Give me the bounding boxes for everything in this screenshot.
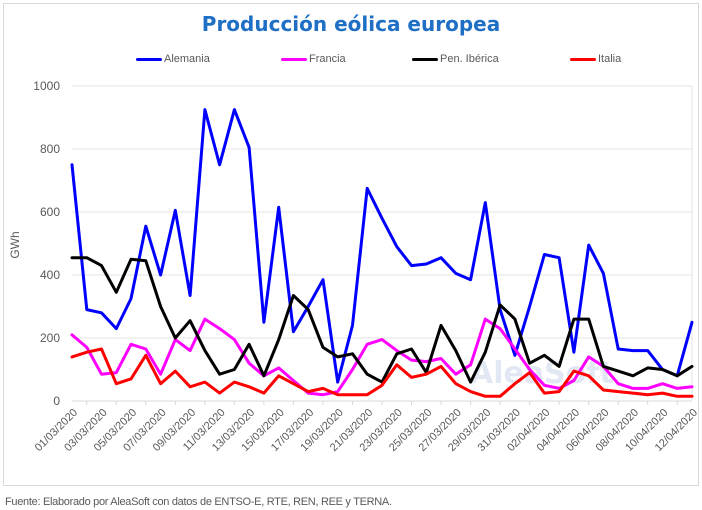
legend-label-francia: Francia bbox=[309, 53, 346, 65]
legend-swatch-alemania bbox=[136, 57, 162, 61]
legend-label-alemania: Alemania bbox=[164, 53, 210, 65]
series-lines bbox=[70, 108, 694, 398]
legend-item-alemania: Alemania bbox=[136, 53, 210, 65]
legend-label-italia: Italia bbox=[598, 53, 622, 65]
series-italia bbox=[70, 347, 694, 398]
legend: Alemania Francia Pen. Ibérica Italia bbox=[0, 53, 702, 69]
legend-item-italia: Italia bbox=[570, 53, 621, 65]
legend-swatch-pen-iberica bbox=[412, 57, 438, 61]
watermark: AleaSoft bbox=[470, 356, 614, 391]
y-tick-label: 400 bbox=[40, 268, 60, 282]
legend-swatch-italia bbox=[570, 57, 596, 61]
chart-title: Producción eólica europea bbox=[201, 12, 501, 36]
y-axis-label: GWh bbox=[8, 231, 22, 258]
source-footnote: Fuente: Elaborado por AleaSoft con datos… bbox=[5, 496, 392, 508]
y-tick-label: 1000 bbox=[33, 79, 60, 93]
legend-item-francia: Francia bbox=[281, 53, 346, 65]
legend-label-pen-iberica: Pen. Ibérica bbox=[440, 53, 499, 65]
y-tick-label: 0 bbox=[53, 394, 60, 408]
series-francia bbox=[70, 317, 694, 397]
legend-item-pen-iberica: Pen. Ibérica bbox=[412, 53, 499, 65]
y-tick-label: 800 bbox=[40, 142, 60, 156]
x-axis: 01/03/202003/03/202005/03/202007/03/2020… bbox=[33, 401, 700, 454]
series-pen-iberica bbox=[70, 256, 694, 384]
chart-frame bbox=[3, 3, 699, 486]
legend-swatch-francia bbox=[281, 57, 307, 61]
y-tick-label: 600 bbox=[40, 205, 60, 219]
y-tick-label: 200 bbox=[40, 331, 60, 345]
y-axis: 0 200 400 600 800 1000 bbox=[33, 79, 60, 408]
